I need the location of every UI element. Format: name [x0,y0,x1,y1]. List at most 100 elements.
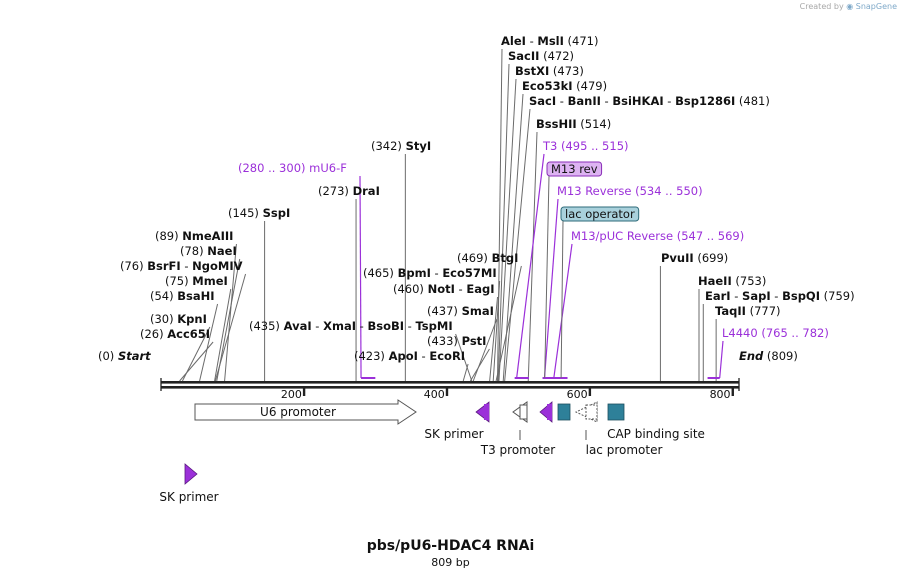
site-eco53ki-text: Eco53kI (479) [522,79,607,93]
sk-primer-label-2: SK primer [159,490,218,504]
site-bsshii[interactable]: BssHII (514) [536,117,611,131]
enzyme-name: EcoRI [429,349,465,363]
site-naei[interactable]: (78) NaeI [180,244,237,258]
site-ecori[interactable]: (423) ApoI - EcoRI [354,349,465,363]
enzyme-name: Eco57MI [442,266,496,280]
site-noti-leader [489,296,499,382]
site-acc65i[interactable]: (26) Acc65I [140,327,210,341]
site-kpni[interactable]: (30) KpnI [150,312,207,326]
site-btgi[interactable]: (469) BtgI [457,251,518,265]
site-sspi[interactable]: (145) SspI [228,206,290,220]
enzyme-name: BanII [568,94,601,108]
site-sacii[interactable]: SacII (472) [508,49,574,63]
sk-primer-label: SK primer [424,427,483,441]
site-naei-text: (78) NaeI [180,244,237,258]
site-nmeaiii[interactable]: (89) NmeAIII [155,229,233,243]
site-alei-leader [497,48,503,382]
site-smai-text: (437) SmaI [427,304,494,318]
sk-primer-feature-2[interactable]: SK primer [159,463,219,504]
primer-m13puc[interactable]: M13/pUC Reverse (547 .. 569) [571,229,744,243]
enzyme-name: Eco53kI [522,79,573,93]
site-position: (469) [457,251,492,265]
site-position: (465) [363,266,398,280]
lac-operator-feature[interactable] [557,403,571,421]
site-styi[interactable]: (342) StyI [371,139,431,153]
site-taqii[interactable]: TaqII (777) [715,304,781,318]
site-alei[interactable]: AleI - MslI (471) [501,34,599,48]
site-position: (777) [746,304,781,318]
site-haeii[interactable]: HaeII (753) [698,274,766,288]
enzyme-name: HaeII [698,274,732,288]
site-position: (514) [577,117,612,131]
site-haeii-text: HaeII (753) [698,274,766,288]
cap-binding-site-label: CAP binding site [607,427,705,441]
ruler-label-400: 400 [424,388,445,401]
primer-l4440-text: L4440 (765 .. 782) [722,326,829,340]
site-bstxi-leader [498,78,517,382]
site-btgi-text: (469) BtgI [457,251,518,265]
site-smai[interactable]: (437) SmaI [427,304,494,318]
enzyme-name: MmeI [192,274,228,288]
site-nmeaiii-text: (89) NmeAIII [155,229,233,243]
primer-m13reverse[interactable]: M13 Reverse (534 .. 550) [557,184,703,198]
site-psti[interactable]: (433) PstI [427,334,486,348]
enzyme-name: SacII [508,49,539,63]
t3-promoter-feature[interactable]: T3 promoter [480,401,556,457]
site-bpmi[interactable]: (465) BpmI - Eco57MI [363,266,497,280]
site-mmei[interactable]: (75) MmeI [165,274,228,288]
site-position: (273) [318,184,353,198]
primer-mu6f[interactable]: (280 .. 300) mU6-F [238,161,347,175]
m13-rev-feature[interactable] [539,401,553,423]
site-bsrfi[interactable]: (76) BsrFI - NgoMIV [120,259,243,273]
lac-operator-label[interactable]: lac operator [560,206,640,222]
site-position: (26) [140,327,167,341]
sk-primer-feature[interactable]: SK primer [424,401,490,441]
ruler-tick-800 [731,388,734,396]
site-position: (145) [228,206,263,220]
map-end-text: End (809) [739,349,798,363]
site-position: (481) [735,94,770,108]
site-sacii-leader [497,63,510,382]
site-bstxi[interactable]: BstXI (473) [515,64,584,78]
site-eco53ki[interactable]: Eco53kI (479) [522,79,607,93]
cap-binding-site-feature[interactable]: CAP binding site [607,403,705,441]
primer-m13puc-bar [551,377,568,379]
site-position: (460) [393,282,428,296]
site-position: (759) [820,289,855,303]
u6-promoter-feature[interactable]: U6 promoter [194,399,417,425]
site-bsahi[interactable]: (54) BsaHI [150,289,215,303]
site-bstxi-text: BstXI (473) [515,64,584,78]
enzyme-name: SmaI [462,304,494,318]
primer-m13rev-box-label-text: M13 rev [551,162,598,176]
credit-brand: SnapGene [855,2,897,11]
site-position: (753) [732,274,767,288]
site-position: (342) [371,139,406,153]
site-saci[interactable]: SacI - BanII - BsiHKAI - Bsp1286I (481) [529,94,770,108]
primer-m13puc-text: M13/pUC Reverse (547 .. 569) [571,229,744,243]
credit-prefix: Created by [799,2,844,11]
site-position: (699) [694,251,729,265]
site-dral[interactable]: (273) DraI [318,184,380,198]
enzyme-name: BspQI [782,289,820,303]
enzyme-name: ApoI [389,349,418,363]
enzyme-name: Bsp1286I [675,94,735,108]
lac-promoter-feature[interactable]: lac promoter [574,401,662,457]
enzyme-name: BtgI [492,251,519,265]
site-pvuii-text: PvuII (699) [661,251,728,265]
primer-m13reverse-leader [543,198,559,379]
lac-operator-label-box [560,206,640,222]
site-aval[interactable]: (435) AvaI - XmaI - BsoBI - TspMI [249,319,453,333]
site-bsrfi-leader [214,273,247,382]
enzyme-name: EagI [466,282,494,296]
primer-m13rev-box-label[interactable]: M13 rev [546,161,603,177]
site-bsshii-leader [527,131,538,382]
enzyme-name: NgoMIV [192,259,242,273]
primer-t3[interactable]: T3 (495 .. 515) [542,139,629,153]
enzyme-name: BsaHI [177,289,214,303]
primer-l4440[interactable]: L4440 (765 .. 782) [722,326,829,340]
ruler-tick-200 [302,388,306,396]
site-eari[interactable]: EarI - SapI - BspQI (759) [705,289,855,303]
site-noti[interactable]: (460) NotI - EagI [393,282,495,296]
site-noti-text: (460) NotI - EagI [393,282,495,296]
site-pvuii[interactable]: PvuII (699) [661,251,728,265]
